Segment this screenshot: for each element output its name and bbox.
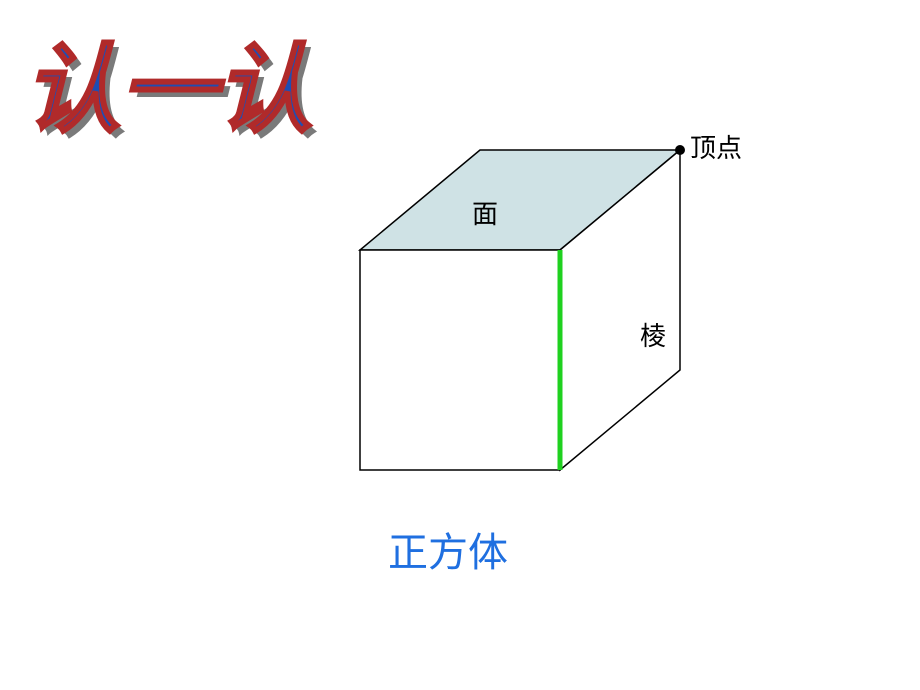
wordart-title: 认一认 认一认	[24, 12, 312, 151]
slide-stage: { "canvas": { "width": 920, "height": 69…	[0, 0, 920, 690]
wordart-foreground: 认一认	[24, 37, 312, 144]
cube-vertex-dot	[675, 145, 685, 155]
label-face: 面	[472, 194, 498, 231]
cube-front-face	[360, 250, 560, 470]
caption-cube-name: 正方体	[388, 520, 508, 578]
label-vertex: 顶点	[690, 128, 742, 165]
label-edge: 棱	[640, 316, 666, 353]
